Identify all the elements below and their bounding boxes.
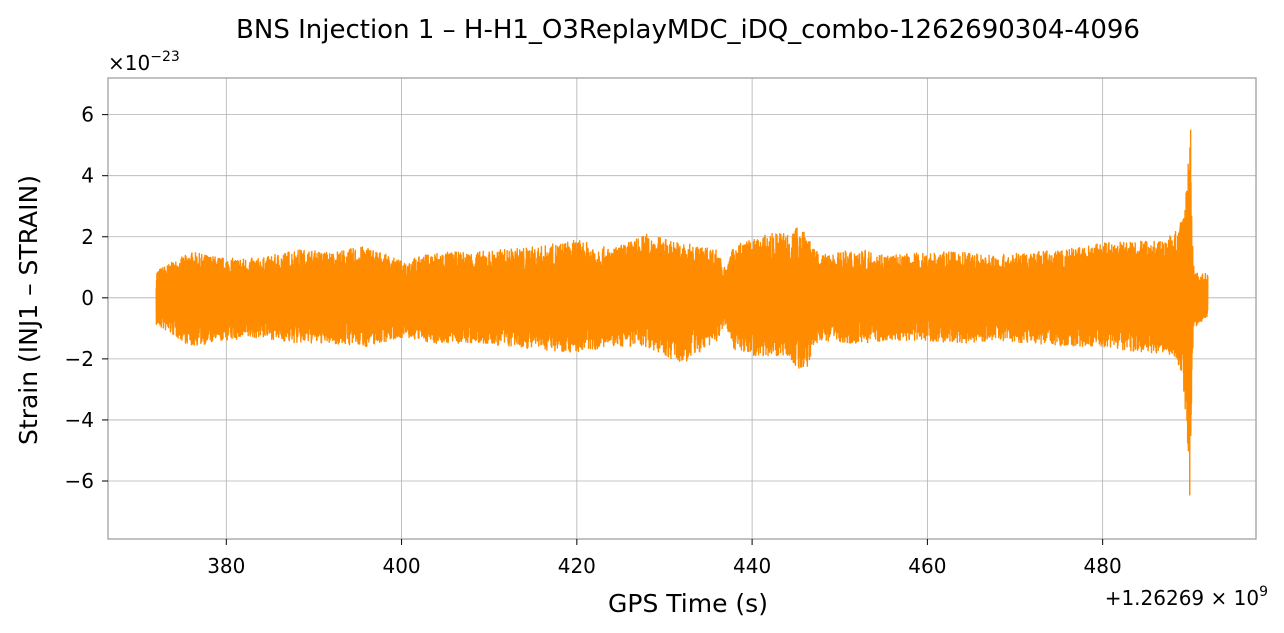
y-scale-text: ×10 xyxy=(108,51,150,75)
y-tick-label: −6 xyxy=(65,469,94,493)
y-axis-ticks: −6 −4 −2 0 2 4 6 xyxy=(65,103,108,493)
x-axis-ticks: 380 400 420 440 460 480 xyxy=(207,539,1122,578)
y-tick-label: 2 xyxy=(81,225,94,249)
y-tick-label: 6 xyxy=(81,103,94,127)
plot-area-frame xyxy=(107,77,1257,540)
x-tick-label: 400 xyxy=(382,554,420,578)
x-tick-label: 420 xyxy=(558,554,596,578)
x-axis-offset: +1.26269 × 109 xyxy=(1105,584,1268,610)
y-tick-label: −2 xyxy=(65,347,94,371)
x-tick-label: 440 xyxy=(733,554,771,578)
x-tick-label: 460 xyxy=(908,554,946,578)
x-offset-text: +1.26269 × 10 xyxy=(1105,586,1259,610)
x-axis-label: GPS Time (s) xyxy=(608,589,768,618)
strain-series-line xyxy=(155,129,1209,496)
y-tick-label: 4 xyxy=(81,164,94,188)
y-tick-label: −4 xyxy=(65,408,94,432)
y-scale-exponent: −23 xyxy=(150,49,180,65)
svg-text:+1.26269 × 109: +1.26269 × 109 xyxy=(1105,584,1268,610)
x-tick-label: 380 xyxy=(207,554,245,578)
y-tick-label: 0 xyxy=(81,286,94,310)
series-trace xyxy=(155,129,1209,496)
x-offset-exponent: 9 xyxy=(1259,584,1268,600)
chart-title: BNS Injection 1 – H-H1_O3ReplayMDC_iDQ_c… xyxy=(236,15,1140,45)
svg-text:×10−23: ×10−23 xyxy=(108,49,180,75)
x-tick-label: 480 xyxy=(1084,554,1122,578)
y-axis-scale-factor: ×10−23 xyxy=(108,49,180,75)
y-axis-label: Strain (INJ1 – STRAIN) xyxy=(14,175,43,445)
